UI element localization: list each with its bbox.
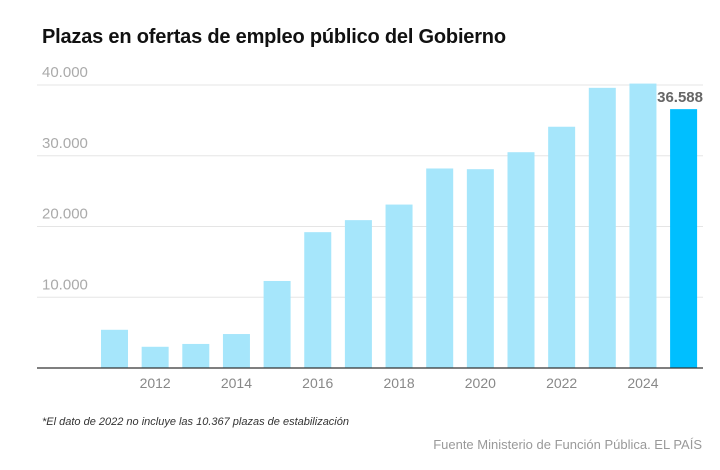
x-tick-label: 2012 (140, 375, 171, 391)
y-tick-label: 10.000 (42, 276, 88, 293)
bar-2017 (344, 220, 372, 368)
bar-2020 (466, 169, 494, 368)
bar-2023 (588, 87, 616, 368)
bar-2014 (222, 334, 250, 368)
bar-2021 (507, 152, 535, 368)
x-tick-label: 2018 (383, 375, 414, 391)
bar-2015 (263, 280, 291, 368)
bar-2019 (426, 168, 454, 368)
bar-2018 (385, 204, 413, 368)
chart-title: Plazas en ofertas de empleo público del … (42, 26, 506, 48)
bar-2016 (304, 232, 332, 368)
bar-2012 (141, 346, 169, 368)
source-credit: Fuente Ministerio de Función Pública. EL… (433, 437, 702, 452)
footnote: *El dato de 2022 no incluye las 10.367 p… (42, 416, 349, 428)
bar-2011 (101, 329, 128, 368)
bar-2024 (629, 83, 657, 369)
y-tick-label: 20.000 (42, 206, 88, 223)
x-tick-label: 2022 (546, 375, 577, 391)
bar-2022 (548, 126, 576, 369)
x-tick-label: 2016 (302, 375, 333, 391)
bar-2013 (182, 343, 210, 368)
y-tick-label: 40.000 (42, 64, 88, 81)
bar-chart: 10.000 20.000 30.000 40.000 2012 2014 2016 2018… (37, 64, 703, 391)
y-tick-label: 30.000 (42, 135, 88, 152)
x-tick-label: 2014 (221, 375, 252, 391)
bar-2025 (670, 109, 698, 369)
data-label: 36.588 (657, 89, 703, 106)
x-tick-label: 2024 (627, 375, 658, 391)
x-tick-label: 2020 (465, 375, 496, 391)
